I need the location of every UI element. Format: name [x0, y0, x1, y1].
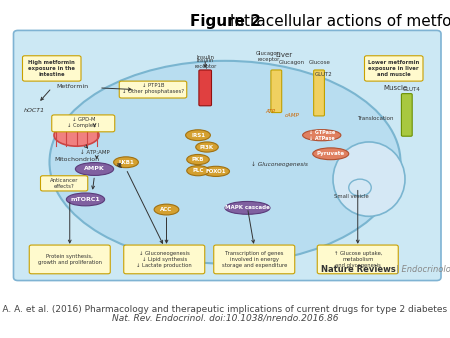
- Text: Transcription of genes
involved in energy
storage and expenditure: Transcription of genes involved in energ…: [221, 251, 287, 268]
- Text: PI3K: PI3K: [200, 145, 214, 149]
- Text: Figure 2: Figure 2: [189, 14, 261, 28]
- Text: Liver: Liver: [275, 52, 292, 58]
- Text: AMPK: AMPK: [84, 167, 105, 171]
- Text: ACC: ACC: [160, 207, 173, 212]
- Text: cAMP: cAMP: [285, 113, 300, 118]
- Text: PLC: PLC: [192, 168, 204, 173]
- Text: MAPK cascade: MAPK cascade: [225, 206, 270, 210]
- Text: Small vesicle: Small vesicle: [333, 194, 369, 199]
- Text: Pyruvate: Pyruvate: [317, 151, 345, 156]
- Text: Glucose: Glucose: [309, 60, 330, 65]
- Text: ↓ GTPase
↓ ATPase: ↓ GTPase ↓ ATPase: [309, 130, 335, 141]
- Text: Glucagon
receptor: Glucagon receptor: [256, 51, 281, 62]
- Text: GLUT4: GLUT4: [403, 87, 421, 92]
- Text: ↓ Gluconeogenesis: ↓ Gluconeogenesis: [251, 161, 307, 167]
- Text: Metformin: Metformin: [56, 84, 88, 89]
- Text: IRS1: IRS1: [191, 133, 205, 138]
- Text: Intracellular actions of metformin: Intracellular actions of metformin: [225, 14, 450, 28]
- Text: ↓ Gluconeogenesis
↓ Lipid synthesis
↓ Lactate production: ↓ Gluconeogenesis ↓ Lipid synthesis ↓ La…: [136, 251, 192, 268]
- Text: Muscle: Muscle: [384, 84, 408, 91]
- Text: mTORC1: mTORC1: [71, 197, 100, 202]
- Text: ↓ GPD-M
↓ Complex I: ↓ GPD-M ↓ Complex I: [67, 117, 99, 128]
- Text: High metformin
exposure in the
intestine: High metformin exposure in the intestine: [28, 60, 75, 77]
- Text: ↓ PTP1B
↓ Other phosphatases?: ↓ PTP1B ↓ Other phosphatases?: [122, 83, 184, 94]
- Text: hOCT1: hOCT1: [24, 107, 45, 113]
- Text: Translocation: Translocation: [357, 116, 394, 121]
- Text: ↑ Glucose uptake,
metabolism
and glycogenesis: ↑ Glucose uptake, metabolism and glycoge…: [333, 251, 382, 268]
- Text: ↓ ATP:AMP: ↓ ATP:AMP: [80, 150, 109, 155]
- Text: LKB1: LKB1: [118, 160, 134, 165]
- Text: Mitochondrion: Mitochondrion: [54, 157, 99, 162]
- Text: Nature Reviews: Nature Reviews: [321, 265, 396, 274]
- Text: Nat. Rev. Endocrinol. doi:10.1038/nrendo.2016.86: Nat. Rev. Endocrinol. doi:10.1038/nrendo…: [112, 313, 338, 322]
- Text: | Endocrinology: | Endocrinology: [396, 265, 450, 274]
- Text: Glucagon: Glucagon: [279, 60, 305, 65]
- Text: Insulin: Insulin: [196, 55, 214, 60]
- Text: PKB: PKB: [192, 157, 204, 162]
- Text: ATP: ATP: [265, 109, 275, 114]
- Text: Anticancer
effects?: Anticancer effects?: [50, 178, 79, 189]
- Text: Lower metformin
exposure in liver
and muscle: Lower metformin exposure in liver and mu…: [368, 60, 419, 77]
- Text: FOXO1: FOXO1: [206, 169, 226, 174]
- Text: Protein synthesis,
growth and proliferation: Protein synthesis, growth and proliferat…: [38, 254, 102, 265]
- Text: GLUT2: GLUT2: [315, 72, 333, 77]
- Text: Insulin
receptor: Insulin receptor: [194, 58, 216, 69]
- Text: Tahrani, A. A. et al. (2016) Pharmacology and therapeutic implications of curren: Tahrani, A. A. et al. (2016) Pharmacolog…: [0, 305, 450, 314]
